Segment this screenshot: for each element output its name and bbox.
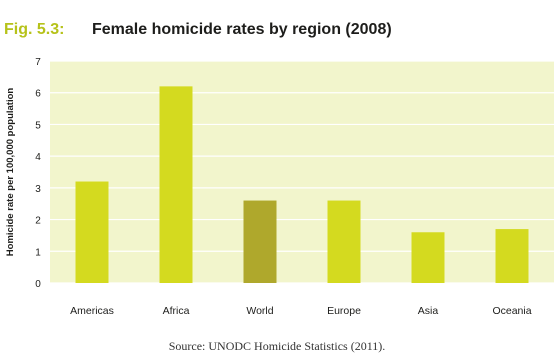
plot-background <box>50 61 554 283</box>
y-tick-label: 7 <box>35 57 41 68</box>
bar-world <box>243 200 277 283</box>
bar-chart: 0 1 2 3 4 5 6 7 Americas Africa World Europe Asia Oc… <box>5 57 554 317</box>
y-tick-label: 6 <box>35 89 41 100</box>
y-tick-labels: 0 1 2 3 4 5 6 7 <box>35 57 41 290</box>
figure-header: Fig. 5.3: Female homicide rates by regio… <box>4 20 392 40</box>
x-tick-label: World <box>246 305 273 317</box>
gridlines <box>50 60 554 284</box>
x-tick-label: Africa <box>163 305 190 317</box>
y-tick-label: 2 <box>35 216 41 227</box>
bar-europe <box>327 200 361 283</box>
bar-asia <box>411 232 445 283</box>
y-tick-label: 3 <box>35 184 41 195</box>
chart-title: Female homicide rates by region (2008) <box>92 21 392 38</box>
x-tick-label: Americas <box>70 305 114 317</box>
bar-africa <box>159 86 193 283</box>
y-tick-label: 0 <box>35 279 41 290</box>
bar-americas <box>75 181 109 283</box>
x-tick-labels: Americas Africa World Europe Asia Oceania <box>70 305 532 317</box>
bars <box>75 86 529 283</box>
x-tick-label: Asia <box>418 305 439 317</box>
y-tick-label: 4 <box>35 152 41 163</box>
figure-label: Fig. 5.3: <box>4 21 65 38</box>
y-axis-label: Homicide rate per 100,000 population <box>5 88 16 257</box>
y-tick-label: 5 <box>35 120 41 131</box>
x-tick-label: Oceania <box>492 305 531 317</box>
y-tick-label: 1 <box>35 247 41 258</box>
bar-oceania <box>495 229 529 283</box>
source-note: Source: UNODC Homicide Statistics (2011)… <box>168 339 386 353</box>
x-tick-label: Europe <box>327 305 361 317</box>
